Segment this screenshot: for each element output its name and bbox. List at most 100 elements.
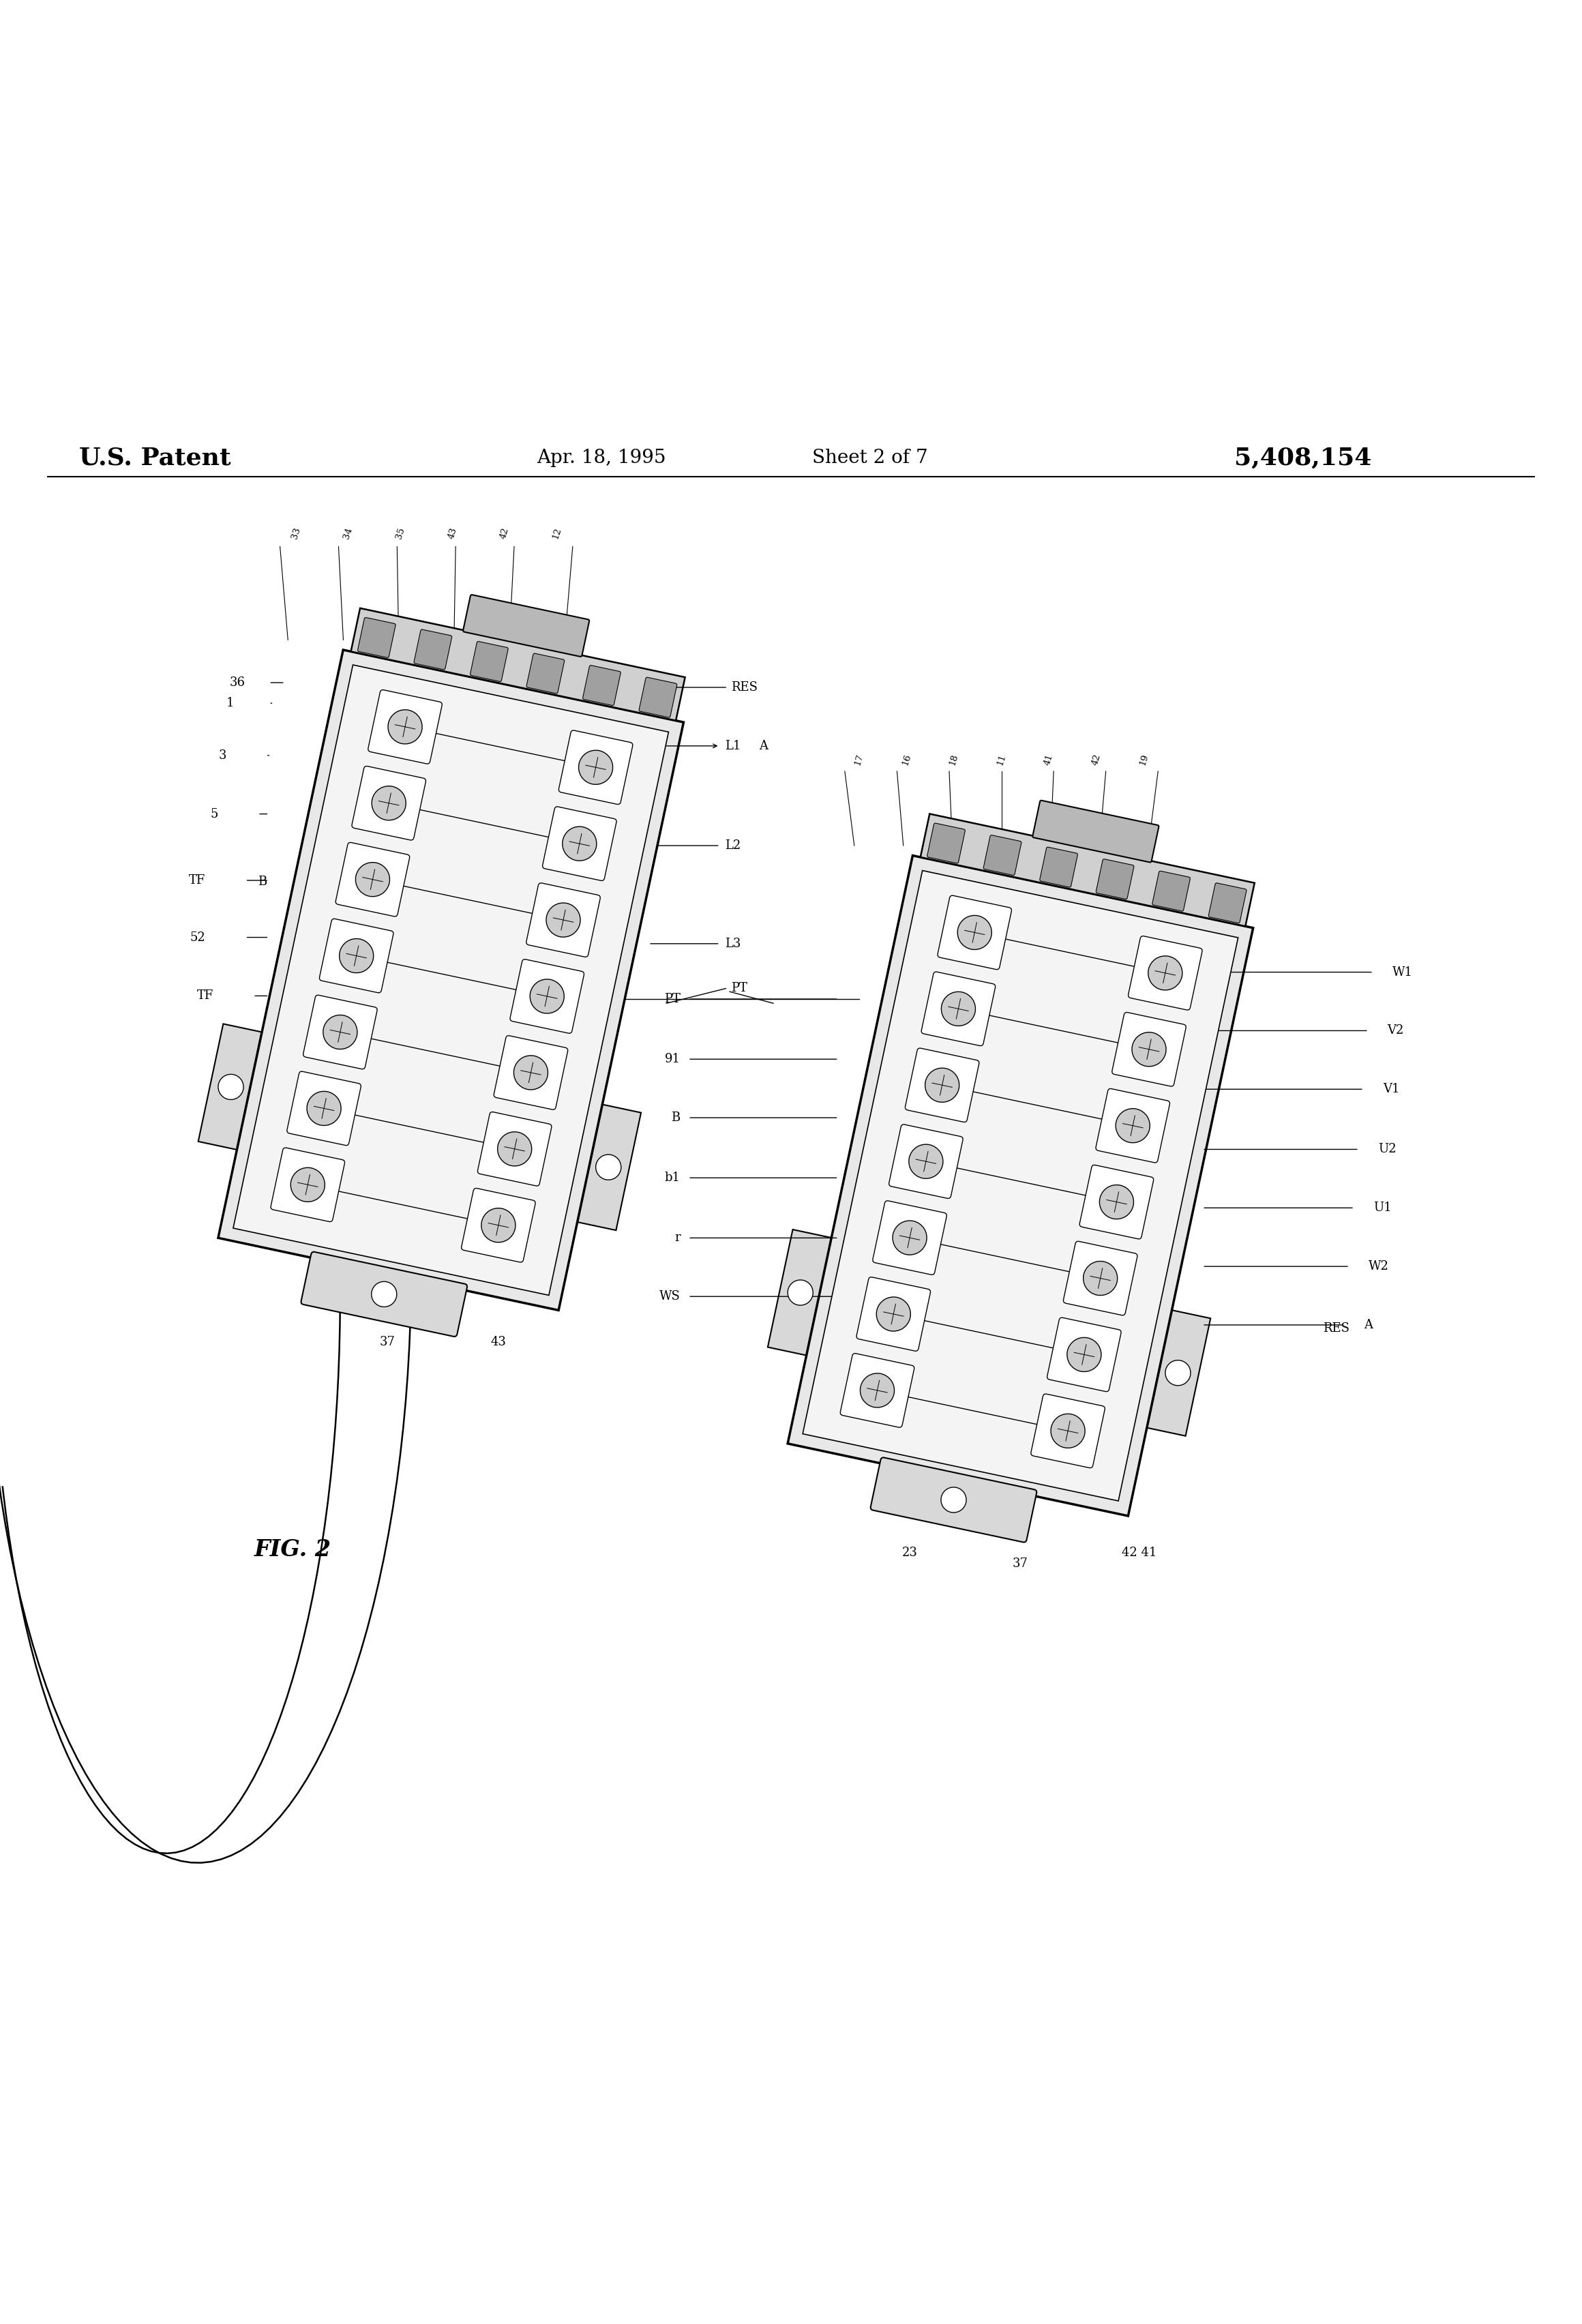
Text: 5: 5 — [210, 809, 218, 820]
Polygon shape — [577, 1104, 641, 1229]
Text: 42: 42 — [1090, 753, 1103, 767]
Text: 33: 33 — [290, 528, 302, 539]
Text: V1: V1 — [1383, 1083, 1400, 1095]
Circle shape — [1115, 1109, 1150, 1143]
FancyBboxPatch shape — [1079, 1164, 1153, 1239]
Circle shape — [1149, 955, 1182, 990]
FancyBboxPatch shape — [509, 960, 584, 1034]
Text: FIG. 2: FIG. 2 — [255, 1538, 331, 1562]
FancyBboxPatch shape — [889, 1125, 963, 1199]
FancyBboxPatch shape — [984, 834, 1022, 876]
FancyBboxPatch shape — [351, 767, 426, 841]
FancyBboxPatch shape — [286, 1071, 361, 1146]
FancyBboxPatch shape — [369, 690, 441, 765]
Circle shape — [530, 978, 565, 1013]
Circle shape — [1066, 1339, 1101, 1371]
Text: TF: TF — [188, 874, 206, 885]
FancyBboxPatch shape — [921, 971, 995, 1046]
FancyBboxPatch shape — [478, 1111, 552, 1185]
FancyBboxPatch shape — [905, 1048, 979, 1122]
FancyBboxPatch shape — [1063, 1241, 1137, 1315]
Text: A: A — [1364, 1318, 1373, 1332]
FancyBboxPatch shape — [271, 1148, 345, 1222]
FancyBboxPatch shape — [462, 1188, 535, 1262]
Text: 11: 11 — [995, 753, 1008, 767]
Text: U.S. Patent: U.S. Patent — [79, 446, 231, 469]
Text: 18: 18 — [948, 753, 960, 767]
Text: B: B — [671, 1111, 680, 1125]
Text: 42 41: 42 41 — [1122, 1545, 1156, 1559]
Circle shape — [925, 1069, 959, 1102]
Text: PT: PT — [731, 981, 747, 995]
Text: 16: 16 — [900, 753, 913, 767]
Text: WS: WS — [660, 1290, 680, 1304]
FancyBboxPatch shape — [558, 730, 633, 804]
Circle shape — [788, 1281, 813, 1306]
Text: U2: U2 — [1378, 1143, 1395, 1155]
FancyBboxPatch shape — [1047, 1318, 1122, 1392]
FancyBboxPatch shape — [1209, 883, 1247, 923]
Circle shape — [908, 1143, 943, 1178]
Text: U1: U1 — [1373, 1202, 1392, 1213]
FancyBboxPatch shape — [301, 1253, 467, 1336]
Text: W1: W1 — [1392, 967, 1413, 978]
FancyBboxPatch shape — [873, 1202, 946, 1276]
Circle shape — [596, 1155, 622, 1181]
Polygon shape — [921, 813, 1255, 927]
FancyBboxPatch shape — [335, 844, 410, 916]
Text: 3: 3 — [218, 748, 226, 762]
FancyBboxPatch shape — [1033, 799, 1158, 862]
Text: 23: 23 — [902, 1545, 918, 1559]
FancyBboxPatch shape — [543, 806, 617, 881]
Text: W2: W2 — [1368, 1260, 1389, 1274]
Text: L2: L2 — [725, 839, 740, 851]
FancyBboxPatch shape — [527, 883, 600, 957]
Circle shape — [323, 1016, 358, 1048]
Text: 34: 34 — [342, 528, 354, 539]
FancyBboxPatch shape — [840, 1353, 914, 1427]
Text: 12: 12 — [551, 528, 563, 539]
FancyBboxPatch shape — [870, 1457, 1036, 1543]
FancyBboxPatch shape — [320, 918, 394, 992]
Circle shape — [546, 904, 581, 937]
Text: 91: 91 — [664, 1053, 680, 1064]
Text: 43: 43 — [446, 528, 459, 539]
FancyBboxPatch shape — [304, 995, 377, 1069]
Circle shape — [957, 916, 992, 951]
Text: 37: 37 — [380, 1336, 395, 1348]
Text: L3: L3 — [725, 937, 740, 951]
FancyBboxPatch shape — [1112, 1013, 1186, 1085]
Polygon shape — [218, 651, 683, 1311]
Text: 5,408,154: 5,408,154 — [1234, 446, 1372, 469]
Polygon shape — [1147, 1311, 1210, 1436]
Text: 41: 41 — [1043, 753, 1055, 767]
Text: RES: RES — [1323, 1322, 1349, 1334]
Circle shape — [307, 1092, 342, 1125]
FancyBboxPatch shape — [358, 618, 395, 658]
Polygon shape — [767, 1229, 832, 1355]
Text: b1: b1 — [664, 1171, 680, 1183]
Text: L1: L1 — [725, 739, 740, 753]
Text: r: r — [674, 1232, 680, 1243]
Text: 43: 43 — [490, 1336, 506, 1348]
Circle shape — [1133, 1032, 1166, 1067]
Circle shape — [892, 1220, 927, 1255]
Circle shape — [941, 992, 976, 1025]
Circle shape — [497, 1132, 532, 1167]
Polygon shape — [233, 665, 669, 1294]
Text: TF: TF — [196, 990, 214, 1002]
FancyBboxPatch shape — [1031, 1394, 1104, 1469]
FancyBboxPatch shape — [527, 653, 565, 693]
Circle shape — [372, 1281, 397, 1306]
Circle shape — [941, 1487, 967, 1513]
Text: 37: 37 — [1012, 1557, 1028, 1569]
Text: Apr. 18, 1995: Apr. 18, 1995 — [536, 449, 666, 467]
Text: A: A — [759, 739, 769, 753]
Text: 19: 19 — [1137, 753, 1150, 767]
Circle shape — [218, 1074, 244, 1099]
Circle shape — [563, 827, 596, 860]
Text: 35: 35 — [394, 528, 407, 539]
Circle shape — [1084, 1262, 1117, 1294]
FancyBboxPatch shape — [1152, 872, 1190, 911]
FancyBboxPatch shape — [494, 1037, 568, 1109]
